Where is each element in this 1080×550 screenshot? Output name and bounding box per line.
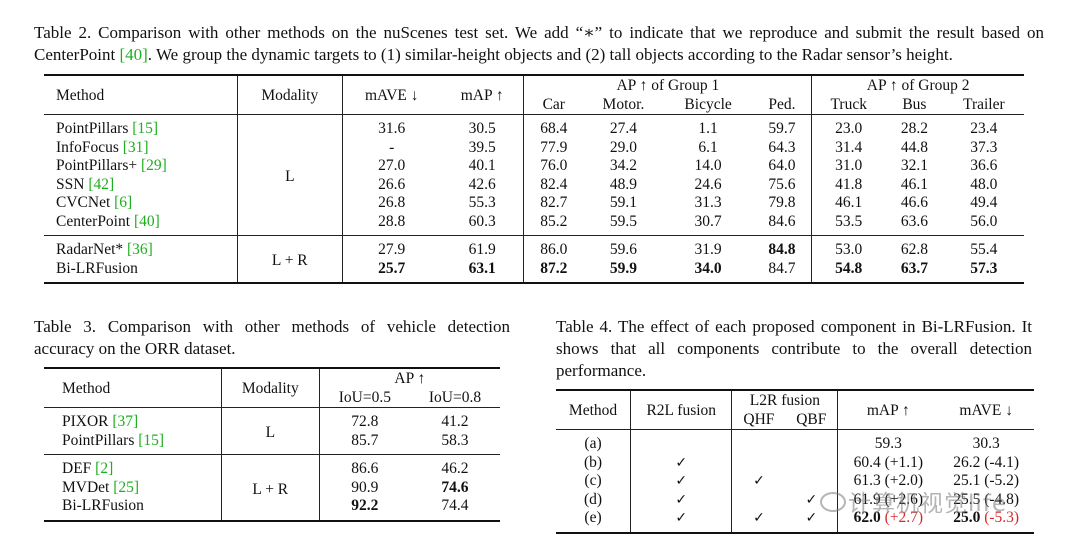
check-icon: ✓ <box>630 490 733 509</box>
col-motor: Motor. <box>602 96 645 113</box>
col-mave: mAVE ↓ <box>364 86 419 104</box>
col-group1: AP ↑ of Group 1 <box>523 75 813 95</box>
table-row: DEF [2] L + R 86.6 46.2 <box>44 454 500 521</box>
col-bus: Bus <box>902 96 927 113</box>
table2-nuscenes: Method Modality mAVE ↓ mAP ↑ AP ↑ of Gro… <box>44 74 1024 284</box>
table-row: CVCNet [6] 26.8 55.3 82.7 59.1 31.3 79.8… <box>44 194 1024 213</box>
table-row: RadarNet* [36] L + R 27.9 61.9 86.0 59.6… <box>44 235 1024 283</box>
modality-lidar: L <box>221 407 320 455</box>
check-icon: ✓ <box>753 473 765 489</box>
col-truck: Truck <box>830 96 867 113</box>
citation-link[interactable]: [6] <box>114 194 133 211</box>
col-qbf: QBF <box>785 410 839 430</box>
table-row: PointPillars [15] 85.7 58.3 <box>44 431 500 455</box>
citation-link[interactable]: [2] <box>95 460 114 477</box>
table-row: SSN [42] 26.6 42.6 82.4 48.9 24.6 75.6 4… <box>44 175 1024 194</box>
col-mave: mAVE ↓ <box>959 401 1013 419</box>
table-row: InfoFocus [31] - 39.5 77.9 29.0 6.1 64.3… <box>44 138 1024 157</box>
table-row: PointPillars+ [29] 27.0 40.1 76.0 34.2 1… <box>44 157 1024 176</box>
col-modality: Modality <box>237 75 343 115</box>
col-map: mAP ↑ <box>440 75 525 115</box>
citation-link[interactable]: [15] <box>132 120 159 137</box>
wechat-logo-icon <box>820 492 846 512</box>
col-group2: AP ↑ of Group 2 <box>866 77 970 94</box>
watermark: 计算机视觉life <box>848 491 1008 517</box>
citation-link[interactable]: [15] <box>138 431 165 449</box>
check-icon: ✓ <box>630 472 733 491</box>
col-qhf: QHF <box>743 411 775 428</box>
col-map: mAP ↑ <box>866 401 910 419</box>
table-row: (c) ✓ ✓ 61.3 (+2.0) 25.1 (-5.2) <box>556 472 1034 491</box>
citation-link[interactable]: [31] <box>122 138 149 156</box>
citation-link[interactable]: [42] <box>88 175 115 193</box>
check-icon: ✓ <box>753 510 765 526</box>
table-row: (a) 59.3 30.3 <box>556 429 1034 454</box>
col-car: Car <box>542 96 565 113</box>
table3-caption: Table 3. Comparison with other methods o… <box>34 317 510 358</box>
citation-link[interactable]: [37] <box>112 413 139 430</box>
col-l2r: L2R fusion <box>731 390 839 410</box>
table-row: Bi-LRFusion 25.7 63.1 87.2 59.9 34.0 84.… <box>44 259 1024 283</box>
col-iou08: IoU=0.8 <box>428 389 482 406</box>
table-row: MVDet [25] 90.9 74.6 <box>44 478 500 497</box>
modality-fusion: L + R <box>237 235 343 283</box>
table-row: (e) ✓ ✓ ✓ 62.0 (+2.7) 25.0 (-5.3) <box>556 509 1034 533</box>
citation-link[interactable]: [29] <box>140 157 167 174</box>
col-iou05: IoU=0.5 <box>338 389 391 406</box>
col-ap: AP ↑ <box>394 370 426 387</box>
table4-ablation: Method R2L fusion L2R fusion mAP ↑ mAVE … <box>556 389 1034 534</box>
check-icon: ✓ <box>630 453 733 472</box>
citation-link[interactable]: [36] <box>127 241 153 258</box>
caption-citation[interactable]: [40] <box>119 45 148 64</box>
citation-link[interactable]: [40] <box>133 212 160 230</box>
table2-caption: Table 2. Comparison with other methods o… <box>34 23 1044 64</box>
col-ped: Ped. <box>752 95 813 115</box>
table-row: CenterPoint [40] 28.8 60.3 85.2 59.5 30.… <box>44 212 1024 236</box>
check-icon: ✓ <box>630 509 733 533</box>
modality-fusion: L + R <box>221 454 320 521</box>
col-modality: Modality <box>221 368 320 408</box>
col-method: Method <box>556 390 632 430</box>
table-row: PointPillars [15] L 31.6 30.5 68.4 27.4 … <box>44 114 1024 236</box>
table3-orr: Method Modality AP ↑ IoU=0.5 IoU=0.8 PIX… <box>44 367 500 522</box>
table-row: (b) ✓ 60.4 (+1.1) 26.2 (-4.1) <box>556 453 1034 472</box>
col-trailer: Trailer <box>963 96 1005 113</box>
col-method: Method <box>44 368 222 408</box>
citation-link[interactable]: [25] <box>113 478 140 496</box>
table-row: PIXOR [37] L 72.8 41.2 <box>44 407 500 455</box>
check-icon: ✓ <box>785 509 839 533</box>
col-r2l: R2L fusion <box>630 390 733 430</box>
table-row: (d) ✓ ✓ 61.9 (+2.6) 25.5 (-4.8) <box>556 490 1034 509</box>
modality-lidar: L <box>237 114 343 236</box>
table4-caption: Table 4. The effect of each proposed com… <box>556 317 1032 380</box>
col-method: Method <box>44 75 239 115</box>
col-bicycle: Bicycle <box>684 96 732 113</box>
